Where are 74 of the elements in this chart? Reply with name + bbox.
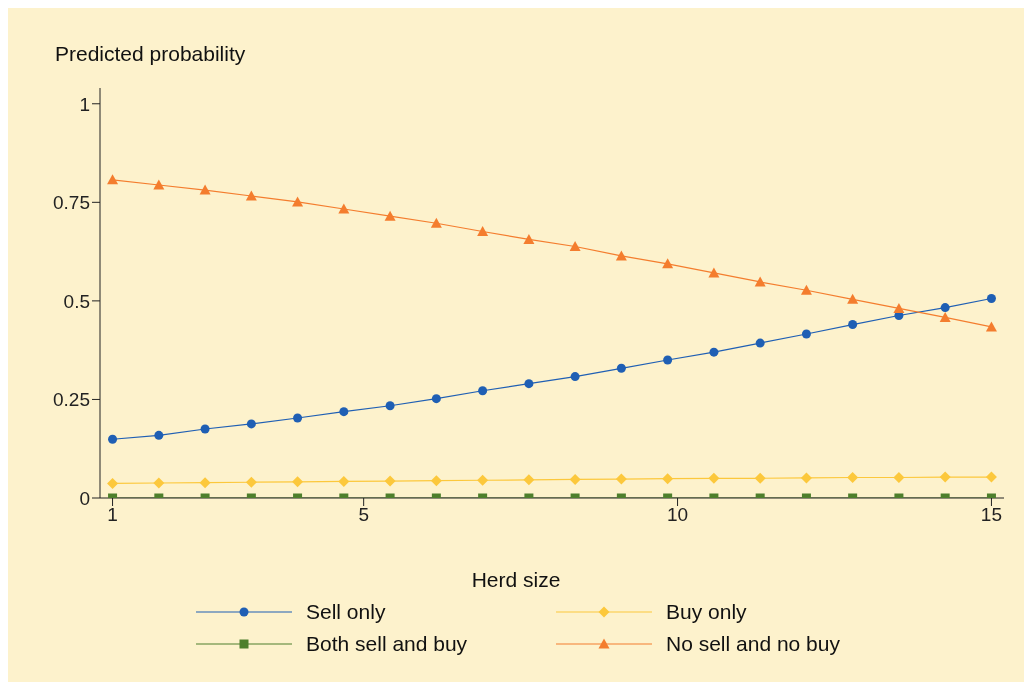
point	[431, 394, 441, 404]
point	[616, 363, 626, 373]
point	[615, 250, 627, 261]
point	[754, 472, 766, 484]
point	[293, 413, 303, 423]
point	[245, 476, 257, 488]
legend-label: No sell and no buy	[666, 632, 840, 656]
y-tick-label: 0	[79, 487, 90, 509]
point	[801, 329, 811, 339]
point	[847, 293, 859, 304]
point	[199, 477, 211, 489]
point	[800, 472, 812, 484]
point	[107, 477, 119, 489]
point	[755, 338, 765, 348]
y-axis-title: Predicted probability	[55, 42, 246, 66]
point	[708, 267, 720, 278]
point	[153, 477, 165, 489]
point	[523, 233, 535, 244]
point	[847, 472, 859, 483]
point	[154, 430, 164, 440]
point	[199, 184, 211, 195]
point	[940, 303, 950, 313]
point	[848, 320, 858, 330]
y-tick-label: 0.5	[63, 290, 90, 312]
x-tick-label: 1	[107, 504, 118, 526]
point	[107, 174, 119, 185]
point	[524, 379, 534, 389]
legend-label: Buy only	[666, 600, 747, 624]
point	[570, 372, 580, 382]
x-axis-title: Herd size	[470, 568, 562, 592]
point	[985, 471, 997, 483]
point	[662, 258, 674, 269]
point	[384, 210, 396, 221]
point	[338, 475, 350, 487]
point	[893, 302, 905, 313]
point	[523, 474, 535, 486]
point	[709, 347, 719, 357]
point	[385, 401, 395, 411]
point	[384, 475, 396, 487]
x-tick-label: 15	[980, 504, 1003, 526]
point	[200, 424, 210, 434]
point	[108, 434, 118, 444]
point	[754, 276, 766, 287]
point	[245, 190, 257, 201]
point	[430, 475, 442, 487]
legend-label: Both sell and buy	[306, 632, 468, 656]
point	[708, 472, 720, 484]
point	[430, 217, 442, 228]
point	[986, 294, 996, 304]
y-tick-label: 0.25	[53, 389, 90, 411]
point	[939, 311, 951, 322]
point	[800, 284, 812, 295]
point	[893, 472, 905, 483]
point	[569, 240, 581, 251]
point	[338, 203, 350, 214]
point	[569, 473, 581, 485]
point	[478, 386, 488, 396]
point	[985, 321, 997, 332]
point	[939, 471, 951, 483]
legend-label: Sell only	[306, 600, 386, 624]
point	[477, 226, 489, 236]
point	[663, 355, 673, 365]
x-tick-label: 5	[358, 504, 369, 526]
y-tick-label: 0.75	[53, 192, 90, 214]
point	[615, 473, 627, 485]
point	[662, 473, 674, 485]
point	[477, 474, 489, 486]
point	[292, 476, 304, 488]
x-tick-label: 10	[666, 504, 689, 526]
point	[153, 179, 165, 190]
point	[292, 196, 304, 207]
point	[246, 419, 256, 429]
y-tick-label: 1	[79, 93, 90, 115]
point	[339, 407, 349, 417]
